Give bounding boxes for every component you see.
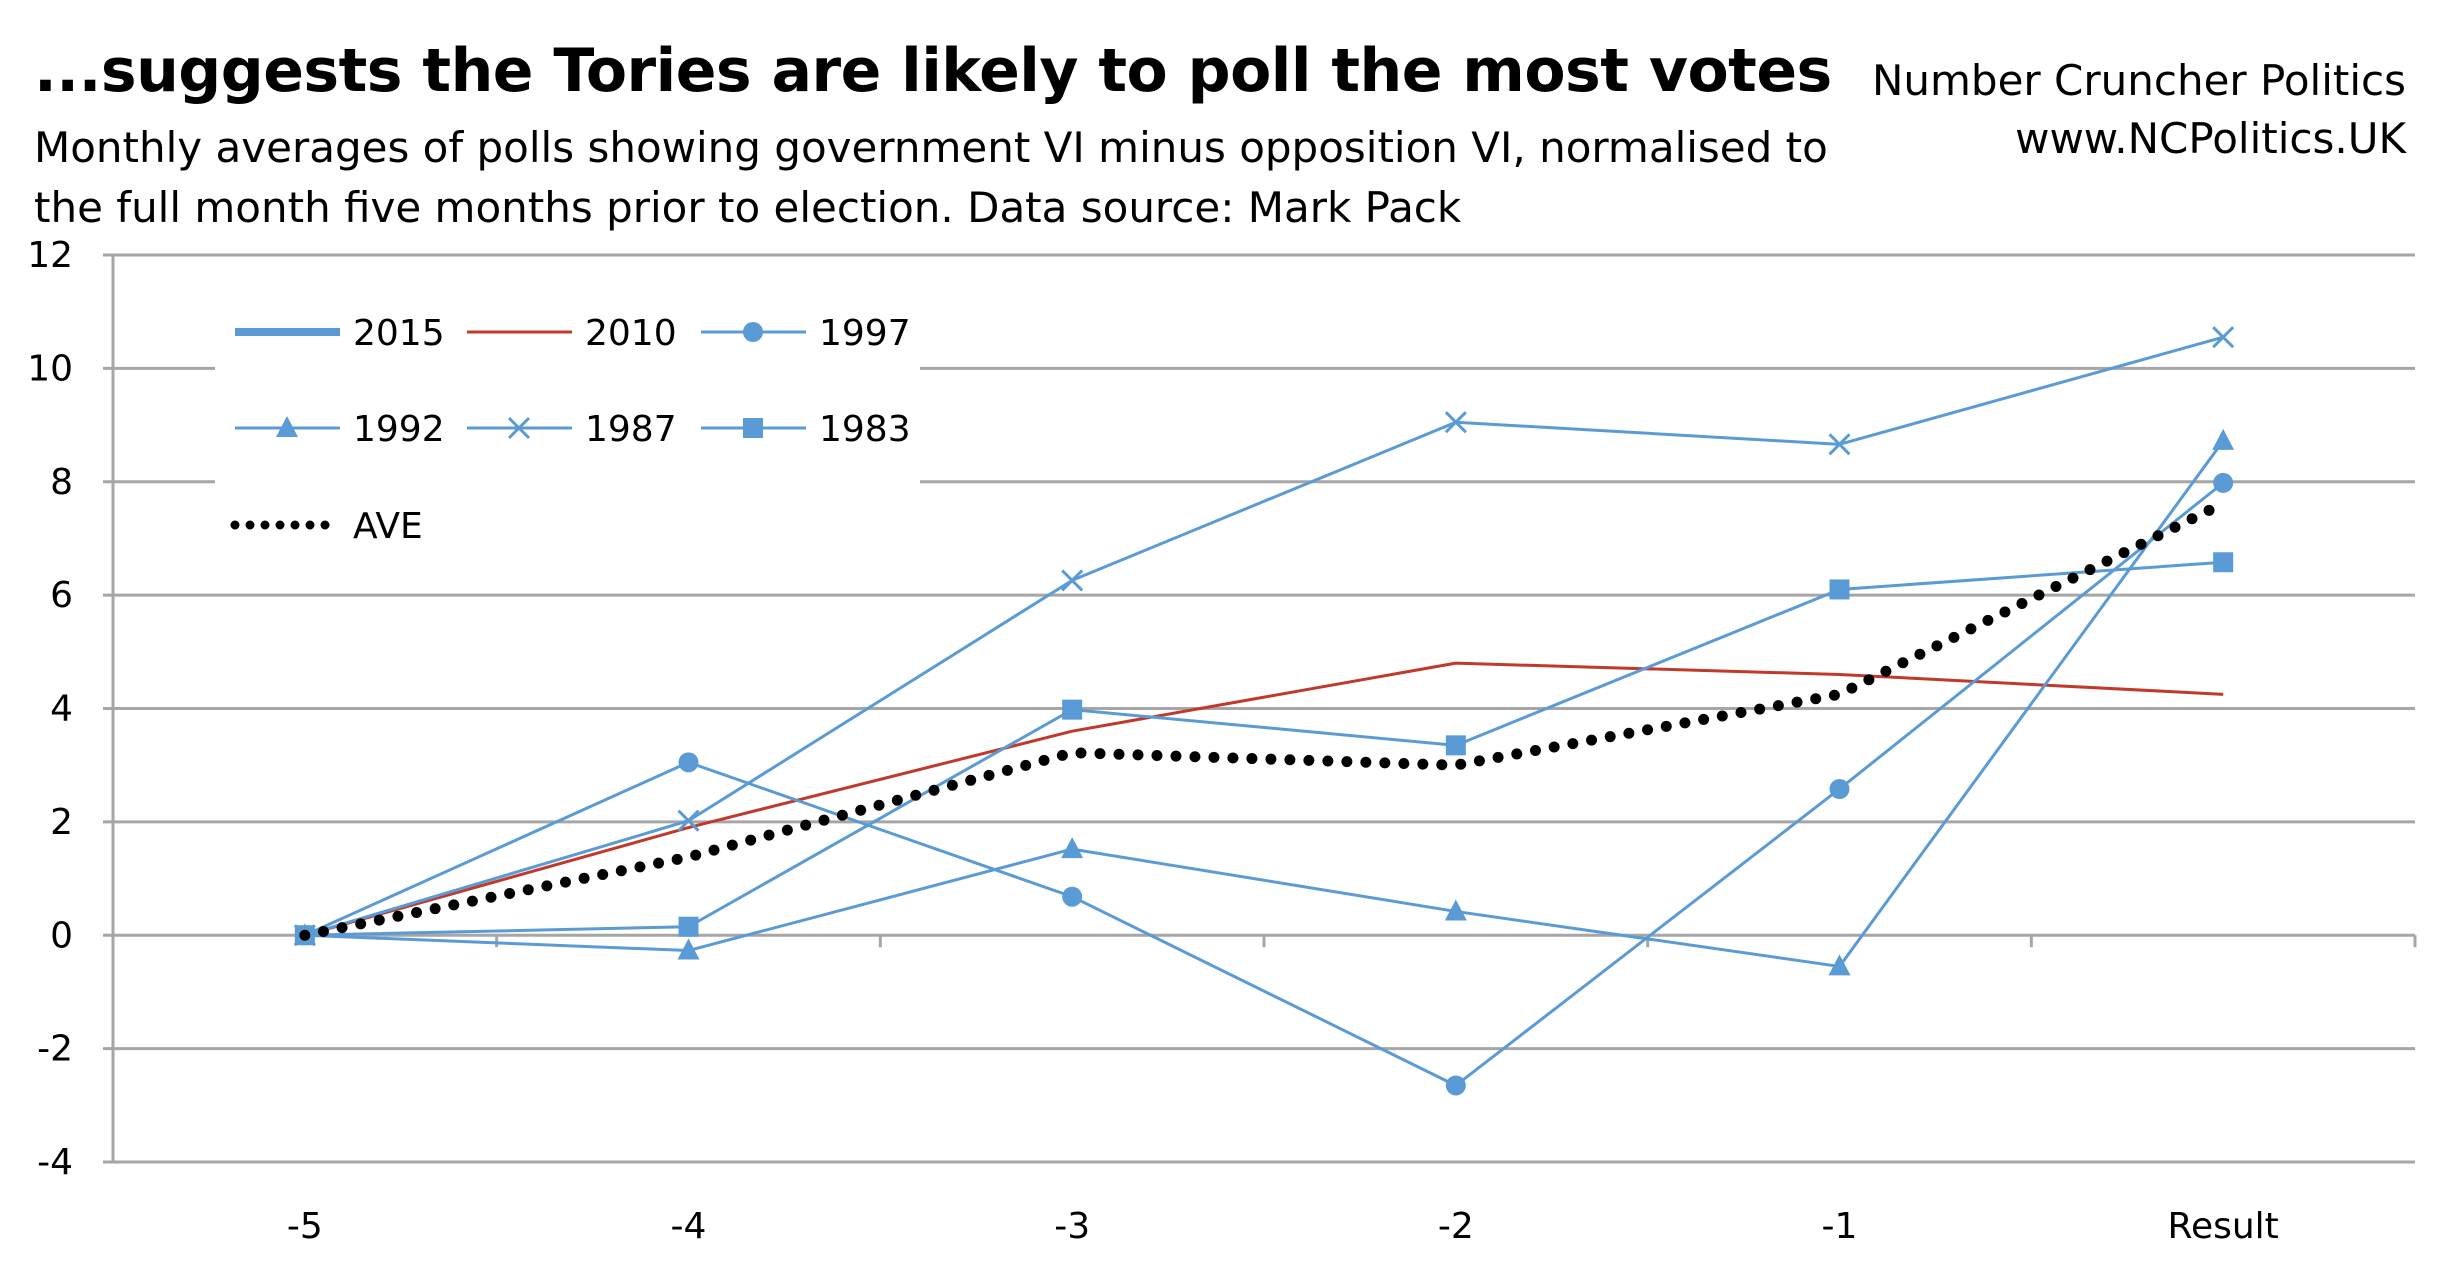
y-tick-label: 12 — [27, 235, 73, 276]
data-point-1983 — [2213, 552, 2234, 573]
y-tick-label: 0 — [50, 915, 73, 956]
series-2010 — [304, 661, 2224, 937]
brand-name: Number Cruncher Politics — [1871, 56, 2406, 105]
legend-marker — [507, 416, 531, 440]
legend-item-2015: 2015 — [235, 313, 445, 354]
data-point-1987 — [677, 809, 700, 832]
x-tick-label: -5 — [287, 1206, 323, 1247]
legend-label: 2010 — [585, 313, 677, 354]
legend-item-1987: 1987 — [467, 409, 677, 450]
legend-marker — [743, 322, 763, 342]
series-1983 — [294, 552, 2234, 946]
series-line-1997 — [304, 481, 2225, 1087]
legend-marker — [743, 418, 763, 438]
legend-label: AVE — [353, 506, 423, 547]
series-1992 — [293, 428, 2235, 976]
legend-label: 1992 — [353, 409, 445, 450]
data-point-1997 — [1062, 886, 1083, 907]
data-point-1983 — [1062, 699, 1083, 720]
legend-item-2010: 2010 — [467, 313, 677, 354]
series-line-1983 — [304, 560, 2224, 937]
legend-label: 1983 — [819, 409, 911, 450]
y-tick-label: -2 — [37, 1029, 73, 1070]
brand-url[interactable]: www.NCPolitics.UK — [2015, 114, 2406, 163]
series-line-2010 — [304, 661, 2224, 937]
x-tick-label: Result — [2168, 1206, 2279, 1247]
data-point-1983 — [678, 916, 699, 937]
legend-item-1997: 1997 — [701, 313, 911, 354]
y-tick-label: -4 — [37, 1142, 73, 1183]
y-tick-label: 8 — [50, 462, 73, 503]
data-point-1992 — [1061, 837, 1084, 859]
legend-marker — [276, 416, 298, 437]
chart-subtitle: Monthly averages of polls showing govern… — [34, 123, 1828, 232]
axes: -4 -2 0 2 4 6 8 10 12 -5 -4 -3 -2 -1 Result — [27, 235, 2417, 1247]
series-line-1987 — [304, 335, 2224, 937]
legend-background — [215, 285, 920, 565]
data-point-1987 — [1828, 433, 1851, 456]
data-point-1987 — [1444, 411, 1467, 434]
data-point-1992 — [677, 938, 700, 960]
y-tick-label: 4 — [50, 689, 73, 730]
legend-label: 2015 — [353, 313, 445, 354]
x-tick-label: -4 — [671, 1206, 707, 1247]
x-tick-label: -2 — [1438, 1206, 1474, 1247]
y-tick-label: 2 — [50, 802, 73, 843]
data-point-1987 — [2212, 326, 2235, 349]
y-tick-label: 6 — [50, 575, 73, 616]
data-point-1997 — [1829, 778, 1850, 799]
series-1997 — [294, 472, 2234, 1096]
brand-block: Number Cruncher Politics www.NCPolitics.… — [1872, 52, 2406, 168]
data-point-1997 — [1445, 1075, 1466, 1096]
legend-label: 1997 — [819, 313, 911, 354]
data-point-1997 — [2213, 472, 2234, 493]
legend-item-1983: 1983 — [701, 409, 911, 450]
data-point-1987 — [1061, 569, 1084, 592]
data-point-1992 — [1828, 954, 1851, 976]
legend: 2015 2010 1997 1992 1987 1983 AVE — [215, 285, 920, 565]
chart-title: ...suggests the Tories are likely to pol… — [34, 36, 1832, 106]
series-AVE — [299, 497, 2229, 941]
legend-label: 1987 — [585, 409, 677, 450]
x-tick-label: -3 — [1054, 1206, 1090, 1247]
series-line-AVE — [299, 497, 2229, 941]
data-point-1983 — [1445, 735, 1466, 756]
series-line-1992 — [304, 440, 2225, 968]
data-point-1983 — [1829, 579, 1850, 600]
series-lines — [293, 326, 2235, 1096]
data-point-1992 — [2212, 428, 2235, 450]
x-tick-label: -1 — [1822, 1206, 1858, 1247]
legend-item-AVE: AVE — [230, 506, 423, 547]
legend-item-1992: 1992 — [235, 409, 445, 450]
data-point-1992 — [1444, 899, 1467, 921]
data-point-1997 — [678, 752, 699, 773]
y-tick-label: 10 — [27, 348, 73, 389]
